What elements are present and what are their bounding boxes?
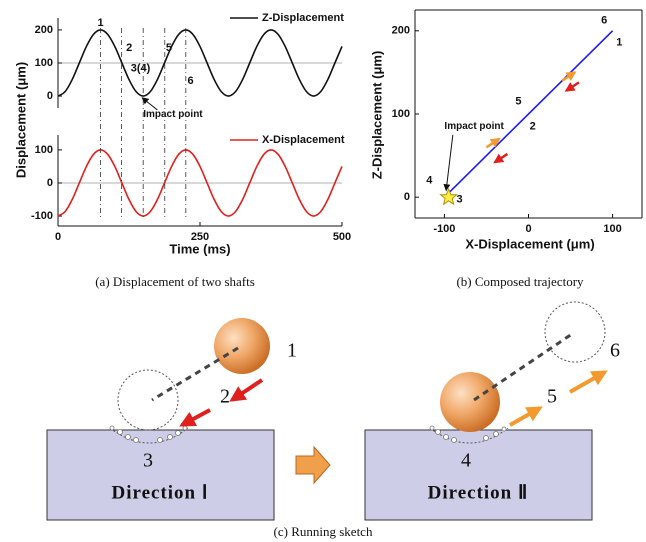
annotation: 5 xyxy=(515,95,521,107)
y-tick-label: 100 xyxy=(35,144,53,156)
arrow xyxy=(509,406,543,427)
annotation: 4 xyxy=(426,174,433,186)
ghost-ball xyxy=(544,301,606,363)
y-tick-label: 0 xyxy=(404,191,410,203)
x-tick-label: 100 xyxy=(603,223,621,235)
x-tick-label: 0 xyxy=(55,231,61,243)
annotation-arrow xyxy=(141,97,158,111)
legend-label: X-Displacement xyxy=(262,134,345,146)
impact-star xyxy=(439,187,459,206)
direction-arrow xyxy=(493,152,509,164)
annotation: 5 xyxy=(166,42,172,54)
y-tick-label: 100 xyxy=(35,57,53,69)
sketch-label: 1 xyxy=(287,340,297,362)
annotation: 6 xyxy=(188,75,194,87)
annotation: 1 xyxy=(98,17,104,29)
x-axis-label: Time (ms) xyxy=(169,241,230,256)
sketch-label: Direction Ⅱ xyxy=(428,482,529,503)
data-line xyxy=(443,30,614,198)
ball xyxy=(440,372,500,432)
caption: (c) Running sketch xyxy=(274,524,373,539)
annotation: 1 xyxy=(616,36,622,48)
legend-label: Z-Displacement xyxy=(262,12,344,24)
big-arrow xyxy=(295,445,331,485)
sketch-label: 5 xyxy=(547,386,557,408)
y-tick-label: -100 xyxy=(31,210,53,222)
y-tick-label: 200 xyxy=(392,25,410,37)
annotation: Impact point xyxy=(143,109,203,120)
caption: (b) Composed trajectory xyxy=(456,274,584,289)
annotation-arrow xyxy=(443,134,454,192)
direction-arrow xyxy=(564,81,580,92)
y-axis-label: Z-Displacement (μm) xyxy=(369,51,384,180)
annotation: 3 xyxy=(456,194,462,206)
direction-arrow xyxy=(485,137,501,149)
y-tick-label: 100 xyxy=(392,108,410,120)
annotation: 6 xyxy=(601,15,607,27)
block xyxy=(46,429,275,521)
annotation: 2 xyxy=(126,42,132,54)
annotation: 3(4) xyxy=(131,63,151,75)
x-tick-label: -100 xyxy=(433,223,455,235)
x-tick-label: 500 xyxy=(333,231,351,243)
y-tick-label: 200 xyxy=(35,24,53,36)
sketch-label: 4 xyxy=(461,450,471,472)
sketch-label: 2 xyxy=(220,386,230,408)
caption: (a) Displacement of two shafts xyxy=(95,274,255,289)
data-line xyxy=(57,149,343,217)
y-axis-label: Displacement (μm) xyxy=(13,62,28,178)
sketch-label: 6 xyxy=(610,340,620,362)
x-tick-label: 0 xyxy=(525,223,531,235)
x-axis-label: X-Displacement (μm) xyxy=(465,236,594,251)
y-tick-label: 0 xyxy=(47,177,53,189)
ghost-ball xyxy=(117,369,179,431)
arrow xyxy=(569,370,608,394)
annotation: 2 xyxy=(530,120,536,132)
running-sketch: 1 2 3 Direction Ⅰ 4 5 6 Direction Ⅱ xyxy=(46,301,620,521)
y-tick-label: 0 xyxy=(47,90,53,102)
ball xyxy=(214,318,270,374)
direction-arrow xyxy=(561,71,577,82)
path-line xyxy=(151,346,239,402)
sketch-label: Direction Ⅰ xyxy=(112,482,209,503)
arrow xyxy=(179,408,211,427)
arrow xyxy=(229,378,264,402)
x-tick-label: 250 xyxy=(191,231,209,243)
block xyxy=(364,429,593,521)
particles xyxy=(109,425,507,443)
data-line xyxy=(57,29,343,97)
annotation: Impact point xyxy=(444,121,504,132)
path-line xyxy=(473,332,573,402)
sketch-label: 3 xyxy=(143,450,153,472)
